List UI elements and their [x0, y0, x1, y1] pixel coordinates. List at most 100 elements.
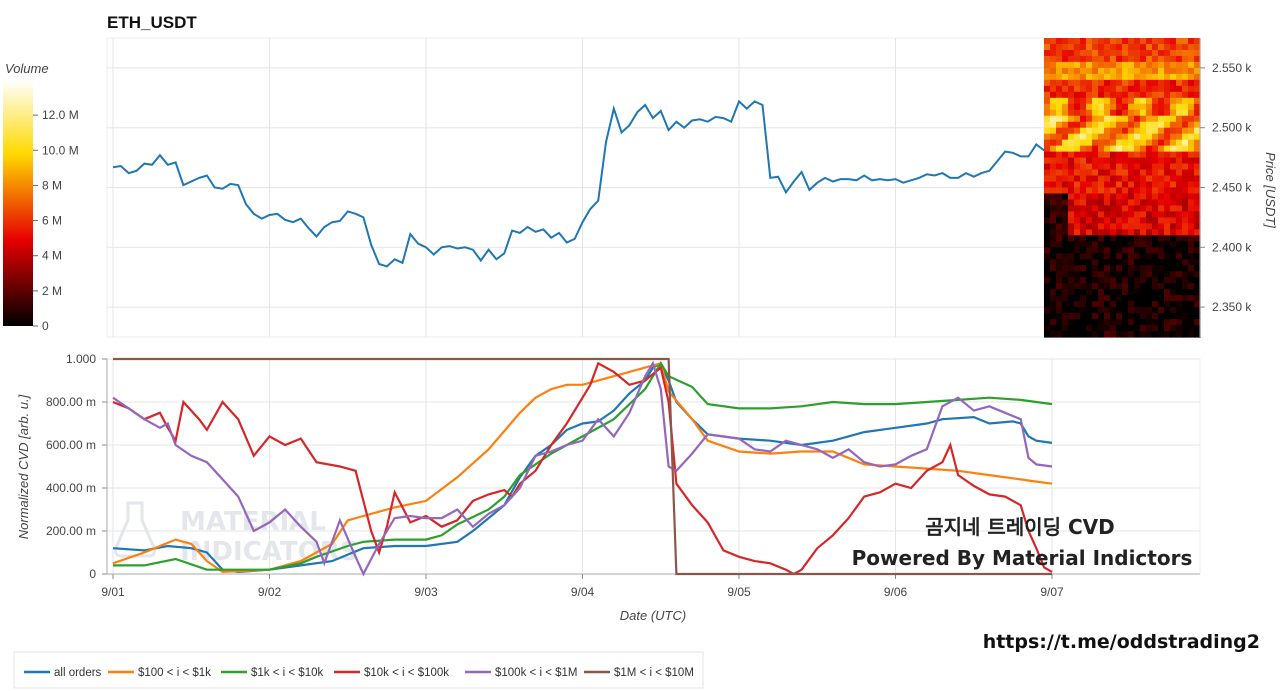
heatmap-cell: [1170, 127, 1177, 135]
heatmap-cell: [1188, 289, 1195, 296]
heatmap-cell: [1188, 175, 1195, 183]
heatmap-cell: [1128, 85, 1135, 93]
heatmap-cell: [1182, 175, 1189, 183]
heatmap-cell: [1152, 181, 1159, 189]
heatmap-cell: [1122, 169, 1129, 177]
heatmap-cell: [1104, 307, 1111, 314]
heatmap-cell: [1140, 145, 1147, 153]
heatmap-cell: [1176, 109, 1183, 117]
heatmap-cell: [1104, 145, 1111, 153]
heatmap-cell: [1074, 295, 1081, 302]
heatmap-cell: [1110, 211, 1117, 218]
heatmap-cell: [1158, 61, 1165, 69]
heatmap-cell: [1188, 79, 1195, 87]
heatmap-cell: [1158, 205, 1165, 213]
heatmap-cell: [1080, 109, 1087, 117]
heatmap-cell: [1170, 259, 1177, 266]
heatmap-cell: [1110, 103, 1117, 111]
heatmap-cell: [1050, 175, 1057, 183]
heatmap-cell: [1170, 247, 1177, 254]
heatmap-cell: [1050, 139, 1057, 147]
heatmap-cell: [1044, 133, 1051, 141]
heatmap-cell: [1134, 38, 1141, 45]
heatmap-cell: [1098, 103, 1105, 111]
heatmap-cell: [1128, 223, 1135, 230]
heatmap-cell: [1068, 61, 1075, 69]
heatmap-cell: [1086, 79, 1093, 87]
heatmap-cell: [1152, 187, 1159, 195]
heatmap-cell: [1080, 91, 1087, 99]
heatmap-cell: [1056, 259, 1063, 266]
heatmap-cell: [1134, 85, 1141, 93]
cvd-line-series-5: [113, 357, 1052, 576]
heatmap-cell: [1182, 259, 1189, 266]
heatmap-cell: [1116, 205, 1123, 213]
heatmap-cell: [1098, 38, 1105, 45]
heatmap-cell: [1158, 223, 1165, 230]
heatmap-cell: [1044, 253, 1051, 260]
heatmap-cell: [1074, 55, 1081, 63]
heatmap-cell: [1146, 325, 1153, 332]
heatmap-cell: [1122, 38, 1129, 45]
heatmap-cell: [1110, 163, 1117, 171]
heatmap-cell: [1044, 319, 1051, 326]
heatmap-cell: [1068, 85, 1075, 93]
heatmap-cell: [1188, 277, 1195, 284]
heatmap-cell: [1194, 235, 1201, 242]
heatmap-cell: [1158, 265, 1165, 272]
heatmap-cell: [1044, 241, 1051, 248]
heatmap-cell: [1182, 115, 1189, 123]
heatmap-cell: [1092, 277, 1099, 284]
heatmap-cell: [1104, 241, 1111, 248]
heatmap-cell: [1152, 109, 1159, 117]
heatmap-cell: [1182, 301, 1189, 308]
legend-label[interactable]: $100k < i < $1M: [495, 667, 577, 679]
heatmap-cell: [1176, 187, 1183, 195]
heatmap-cell: [1176, 307, 1183, 314]
heatmap-cell: [1176, 127, 1183, 135]
heatmap-cell: [1056, 181, 1063, 189]
heatmap-cell: [1092, 331, 1099, 338]
heatmap-cell: [1080, 151, 1087, 159]
heatmap-cell: [1176, 157, 1183, 165]
heatmap-cell: [1080, 247, 1087, 254]
cvd-line-series-4: [112, 360, 1053, 577]
heatmap-cell: [1104, 49, 1111, 57]
heatmap-cell: [1104, 319, 1111, 326]
heatmap-cell: [1146, 247, 1153, 254]
heatmap-cell: [1080, 271, 1087, 278]
heatmap-cell: [1182, 199, 1189, 207]
heatmap-cell: [1140, 271, 1147, 278]
heatmap-cell: [1080, 38, 1087, 45]
heatmap-cell: [1062, 55, 1069, 63]
heatmap-cell: [1062, 283, 1069, 290]
heatmap-cell: [1164, 295, 1171, 302]
legend-label[interactable]: $1M < i < $10M: [614, 667, 694, 679]
heatmap-cell: [1146, 235, 1153, 242]
heatmap-cell: [1146, 133, 1153, 141]
legend-label[interactable]: $1k < i < $10k: [251, 667, 323, 679]
heatmap-cell: [1152, 103, 1159, 111]
heatmap-cell: [1086, 289, 1093, 296]
colorbar-tick-label: 12.0 M: [42, 108, 79, 122]
heatmap-cell: [1062, 229, 1069, 236]
heatmap-cell: [1146, 109, 1153, 117]
heatmap-cell: [1074, 271, 1081, 278]
heatmap-cell: [1140, 283, 1147, 290]
heatmap-cell: [1062, 259, 1069, 266]
heatmap-cell: [1122, 85, 1129, 93]
heatmap-cell: [1068, 313, 1075, 320]
heatmap-cell: [1050, 247, 1057, 254]
heatmap-cell: [1194, 331, 1201, 338]
telegram-link[interactable]: https://t.me/oddstrading2: [983, 631, 1260, 653]
heatmap-cell: [1170, 67, 1177, 75]
legend-label[interactable]: $100 < i < $1k: [138, 667, 211, 679]
legend-label[interactable]: $10k < i < $100k: [364, 667, 449, 679]
legend-label[interactable]: all orders: [54, 667, 102, 679]
heatmap-cell: [1044, 67, 1051, 75]
heatmap-cell: [1062, 103, 1069, 111]
heatmap-cell: [1056, 295, 1063, 302]
heatmap-cell: [1158, 115, 1165, 123]
heatmap-cell: [1128, 73, 1135, 81]
heatmap-cell: [1146, 283, 1153, 290]
